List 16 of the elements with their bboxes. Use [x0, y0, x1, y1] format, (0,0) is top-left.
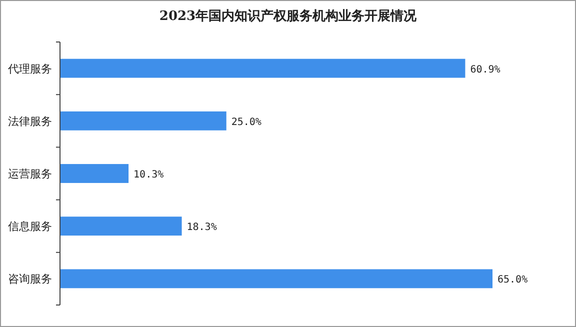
bar [60, 111, 226, 130]
data-label: 65.0% [498, 274, 528, 286]
bar [60, 216, 182, 236]
y-tick-label: 咨询服务 [8, 272, 52, 286]
y-tick-label: 运营服务 [8, 168, 52, 180]
bar [60, 164, 129, 183]
data-label: 10.3% [134, 170, 164, 180]
bar [60, 269, 492, 288]
data-label: 25.0% [231, 116, 262, 128]
chart-title: 2023年国内知识产权服务机构业务开展情况 [159, 8, 418, 24]
data-label: 60.9% [470, 64, 500, 76]
data-label: 18.3% [186, 222, 217, 234]
y-tick-label: 法律服务 [8, 114, 52, 128]
y-tick-label: 代理服务 [7, 62, 52, 76]
y-tick-label: 信息服务 [8, 220, 52, 234]
bar [60, 58, 466, 78]
